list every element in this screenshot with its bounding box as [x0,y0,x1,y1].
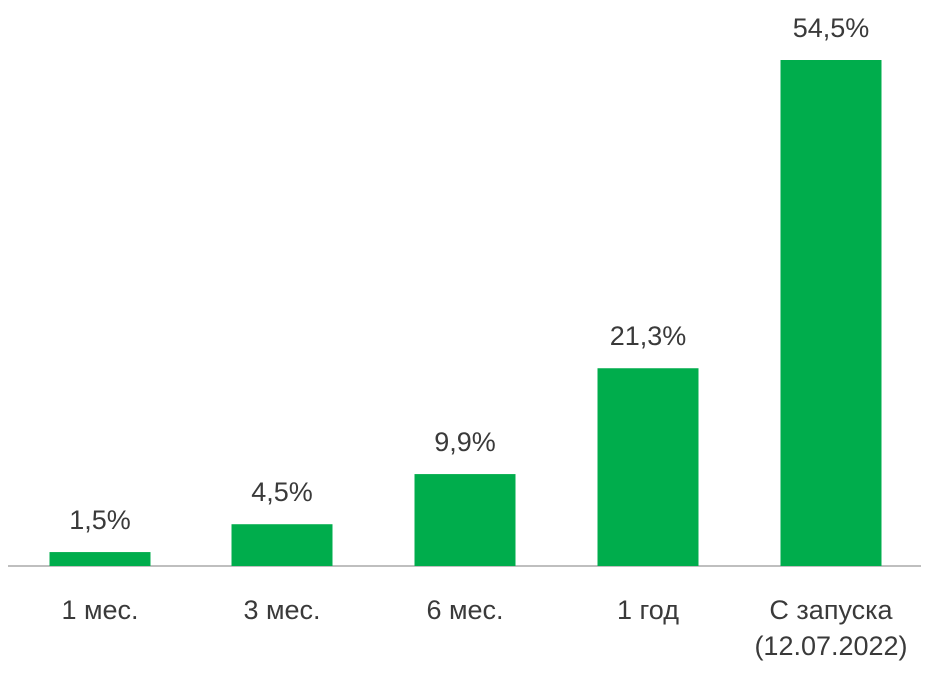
bar-value-label: 4,5% [251,477,313,507]
bar [49,552,151,566]
bar [597,368,699,566]
x-tick-label: 6 мес. [426,595,503,625]
bar-value-label: 1,5% [69,505,131,535]
x-tick-label: 1 год [617,595,679,625]
tick-labels-layer: 1 мес. 3 мес. 6 мес. 1 год С запуска (12.07.2… [61,595,907,661]
x-tick-label: 3 мес. [243,595,320,625]
bar [414,474,516,566]
bar [231,524,333,566]
bar-value-label: 9,9% [434,427,496,457]
value-labels-layer: 1,5% 4,5% 9,9% 21,3% 54,5% [69,13,869,535]
bars-layer [49,60,882,566]
bar-value-label: 21,3% [610,321,687,351]
x-tick-label: (12.07.2022) [754,631,907,661]
bar-value-label: 54,5% [793,13,870,43]
bar [780,60,882,566]
x-tick-label: 1 мес. [61,595,138,625]
x-tick-label: С запуска [769,595,893,625]
